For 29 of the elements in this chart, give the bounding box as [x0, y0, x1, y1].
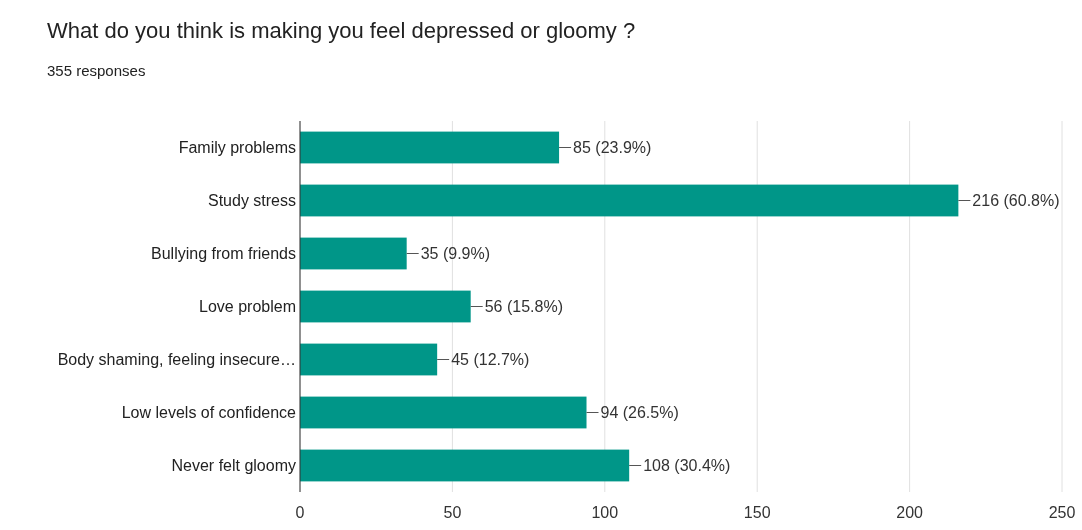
y-tick-label: Bullying from friends: [151, 245, 296, 263]
x-tick-label: 50: [443, 504, 462, 521]
y-tick-label: Never felt gloomy: [171, 457, 296, 475]
data-label: 45 (12.7%): [451, 351, 530, 369]
bar: [300, 131, 560, 164]
y-tick-label: Love problem: [199, 298, 296, 316]
x-tick-label: 0: [295, 504, 305, 521]
data-label: 94 (26.5%): [600, 404, 679, 422]
y-tick-label: Study stress: [207, 192, 296, 210]
data-label: 85 (23.9%): [573, 139, 652, 157]
data-label: 216 (60.8%): [972, 192, 1060, 210]
data-label: 35 (9.9%): [420, 245, 491, 263]
x-tick-label: 250: [1048, 504, 1076, 521]
bar: [300, 237, 407, 270]
bar: [300, 396, 587, 429]
x-tick-label: 200: [896, 504, 924, 521]
y-tick-label: Low levels of confidence: [121, 404, 297, 422]
bar: [300, 184, 959, 217]
text: 355 responses: [47, 62, 146, 79]
bar: [300, 290, 471, 323]
y-tick-label: Body shaming, feeling insecure…: [57, 351, 296, 369]
bar: [300, 343, 438, 376]
x-tick-label: 150: [743, 504, 771, 521]
data-label: 56 (15.8%): [484, 298, 563, 316]
y-tick-label: Family problems: [178, 139, 296, 157]
bar: [300, 449, 630, 482]
x-tick-label: 100: [591, 504, 619, 521]
chart-title: What do you think is making you feel depressed or gloomy ?: [47, 18, 636, 43]
data-label: 108 (30.4%): [643, 457, 731, 475]
